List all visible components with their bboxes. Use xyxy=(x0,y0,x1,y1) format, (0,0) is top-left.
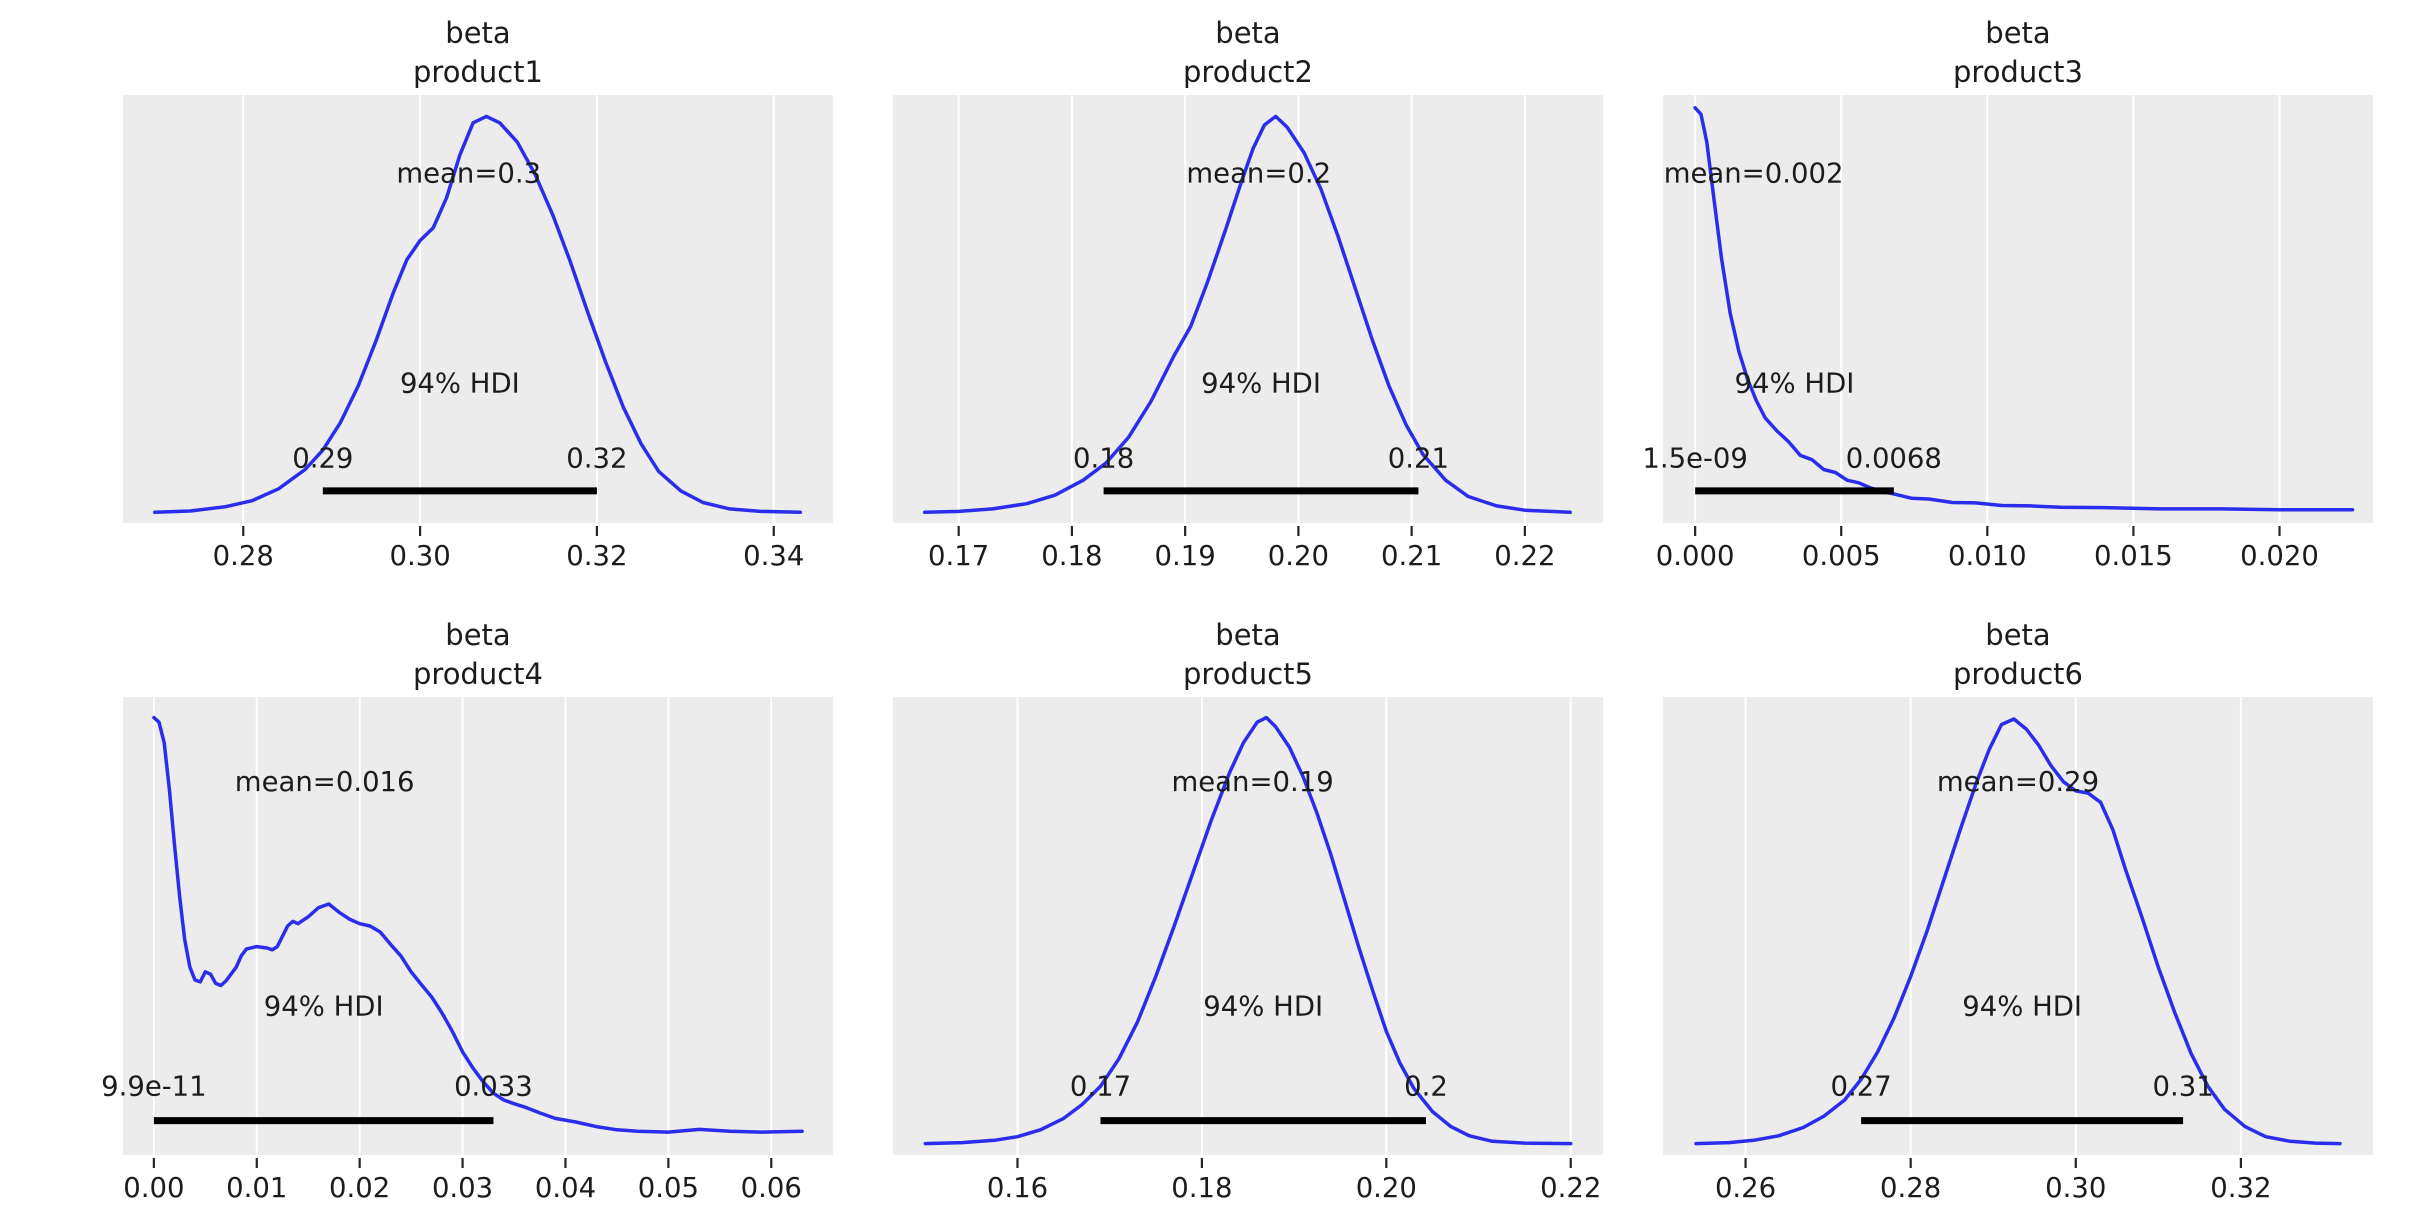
x-tick-label: 0.21 xyxy=(1381,540,1442,572)
mean-label: mean=0.002 xyxy=(1664,158,1844,190)
posterior-panel-product6: beta product6 mean=0.29 94% HDI 0.27 0.31 0.… xyxy=(1663,602,2373,1210)
hdi-upper-label: 0.0068 xyxy=(1846,442,1942,474)
hdi-label: 94% HDI xyxy=(1201,367,1321,399)
x-tick-label: 0.18 xyxy=(1041,540,1102,572)
x-tick-label: 0.28 xyxy=(213,540,274,572)
hdi-label: 94% HDI xyxy=(1735,367,1855,399)
x-tick-label: 0.03 xyxy=(432,1172,493,1204)
x-tick-label: 0.18 xyxy=(1171,1172,1232,1204)
x-tick-label: 0.19 xyxy=(1155,540,1216,572)
x-tick-label: 0.30 xyxy=(2045,1172,2106,1204)
panel-title: beta product3 xyxy=(1663,0,2373,95)
x-tick-label: 0.26 xyxy=(1715,1172,1776,1204)
panel-title-line2: product4 xyxy=(413,656,543,691)
mean-label: mean=0.19 xyxy=(1171,766,1333,798)
mean-label: mean=0.3 xyxy=(396,158,541,190)
x-tick-label: 0.20 xyxy=(1268,540,1329,572)
x-tick-label: 0.16 xyxy=(987,1172,1048,1204)
plot-background xyxy=(1663,95,2373,523)
kde-curve xyxy=(1693,106,2355,512)
x-tick-label: 0.34 xyxy=(743,540,804,572)
x-tick-label: 0.005 xyxy=(1802,540,1881,572)
panel-title-line1: beta xyxy=(1985,16,2051,51)
mean-label: mean=0.29 xyxy=(1937,766,2099,798)
x-tick-label: 0.20 xyxy=(1356,1172,1417,1204)
hdi-label: 94% HDI xyxy=(264,990,384,1022)
x-tick-label: 0.00 xyxy=(123,1172,184,1204)
kde-curve xyxy=(922,114,1572,515)
x-tick-label: 0.06 xyxy=(741,1172,802,1204)
panel-title: beta product5 xyxy=(893,602,1603,697)
hdi-lower-label: 9.9e-11 xyxy=(101,1070,207,1102)
kde-plot: mean=0.19 94% HDI 0.17 0.2 0.16 0.18 0.20 0.22 xyxy=(893,697,1603,1204)
plot-background xyxy=(123,697,833,1155)
x-tick-label: 0.010 xyxy=(1948,540,2027,572)
kde-plot: mean=0.016 94% HDI 9.9e-11 0.033 0.00 0.01 0.0… xyxy=(101,697,833,1204)
panel-title-line1: beta xyxy=(1215,16,1281,51)
x-tick-label: 0.01 xyxy=(226,1172,287,1204)
plot-background xyxy=(123,95,833,523)
plot-background xyxy=(893,697,1603,1155)
x-tick-label: 0.22 xyxy=(1540,1172,1601,1204)
kde-plot: mean=0.29 94% HDI 0.27 0.31 0.26 0.28 0.30 0.32 xyxy=(1663,697,2373,1204)
plot-background xyxy=(1663,697,2373,1155)
mean-label: mean=0.2 xyxy=(1186,158,1331,190)
x-tick-label: 0.020 xyxy=(2240,540,2319,572)
x-tick-label: 0.02 xyxy=(329,1172,390,1204)
x-tick-label: 0.22 xyxy=(1494,540,1555,572)
x-tick-label: 0.32 xyxy=(2210,1172,2271,1204)
panel-title-line2: product6 xyxy=(1953,656,2083,691)
x-tick-label: 0.28 xyxy=(1880,1172,1941,1204)
hdi-label: 94% HDI xyxy=(1962,990,2082,1022)
panel-title: beta product4 xyxy=(123,602,833,697)
x-tick-label: 0.32 xyxy=(566,540,627,572)
panel-title-line2: product5 xyxy=(1183,656,1313,691)
mean-label: mean=0.016 xyxy=(235,766,415,798)
kde-curve xyxy=(153,114,803,515)
posterior-panel-product3: beta product3 mean=0.002 94% HDI 1.5e-09 0.… xyxy=(1642,0,2373,578)
kde-curve xyxy=(1694,717,2342,1146)
x-tick-label: 0.015 xyxy=(2094,540,2173,572)
kde-plot: mean=0.3 94% HDI 0.29 0.32 0.28 0.30 0.32 0.34 xyxy=(123,95,833,572)
panel-title: beta product2 xyxy=(893,0,1603,95)
hdi-lower-label: 0.17 xyxy=(1070,1070,1131,1102)
hdi-lower-label: 0.29 xyxy=(292,442,353,474)
x-tick-label: 0.30 xyxy=(389,540,450,572)
x-tick-label: 0.05 xyxy=(638,1172,699,1204)
x-tick-label: 0.000 xyxy=(1656,540,1735,572)
x-tick-label: 0.17 xyxy=(928,540,989,572)
kde-curve xyxy=(923,715,1573,1146)
panel-title: beta product1 xyxy=(123,0,833,95)
hdi-upper-label: 0.033 xyxy=(454,1070,533,1102)
posterior-panel-product4: beta product4 mean=0.016 94% HDI 9.9e-11 0.… xyxy=(101,602,833,1210)
kde-plot: mean=0.002 94% HDI 1.5e-09 0.0068 0.000 0.005… xyxy=(1642,95,2373,572)
hdi-label: 94% HDI xyxy=(1203,990,1323,1022)
panel-title-line1: beta xyxy=(445,16,511,51)
hdi-lower-label: 1.5e-09 xyxy=(1642,442,1748,474)
posterior-panel-product2: beta product2 mean=0.2 94% HDI 0.18 0.21 0.1… xyxy=(893,0,1603,578)
panel-title-line2: product3 xyxy=(1953,54,2083,89)
x-tick-label: 0.04 xyxy=(535,1172,596,1204)
hdi-upper-label: 0.32 xyxy=(566,442,627,474)
panel-title: beta product6 xyxy=(1663,602,2373,697)
kde-curve xyxy=(152,715,804,1134)
posterior-panel-product5: beta product5 mean=0.19 94% HDI 0.17 0.2 0.1… xyxy=(893,602,1603,1210)
hdi-upper-label: 0.21 xyxy=(1388,442,1449,474)
hdi-lower-label: 0.18 xyxy=(1073,442,1134,474)
kde-plot: mean=0.2 94% HDI 0.18 0.21 0.17 0.18 0.19 0.20 0… xyxy=(893,95,1603,572)
hdi-upper-label: 0.31 xyxy=(2152,1070,2213,1102)
panel-title-line2: product2 xyxy=(1183,54,1313,89)
panel-title-line1: beta xyxy=(1215,618,1281,653)
panel-title-line2: product1 xyxy=(413,54,543,89)
hdi-label: 94% HDI xyxy=(400,367,520,399)
panel-title-line1: beta xyxy=(445,618,511,653)
posterior-panel-product1: beta product1 mean=0.3 94% HDI 0.29 0.32 0.2… xyxy=(123,0,833,578)
panel-title-line1: beta xyxy=(1985,618,2051,653)
hdi-upper-label: 0.2 xyxy=(1404,1070,1448,1102)
hdi-lower-label: 0.27 xyxy=(1831,1070,1892,1102)
